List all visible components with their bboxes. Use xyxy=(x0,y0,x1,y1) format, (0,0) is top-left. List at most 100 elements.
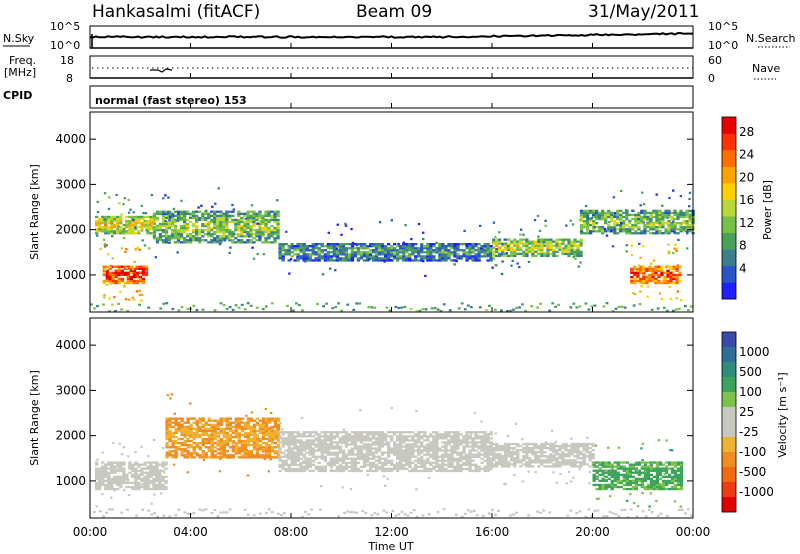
echo-cell xyxy=(210,239,214,242)
echo-cell xyxy=(213,220,217,224)
echo-cell xyxy=(422,260,425,263)
echo-cell xyxy=(666,279,670,283)
echo-cell xyxy=(362,253,367,256)
echo-cell xyxy=(198,456,202,459)
echo-cell xyxy=(528,457,532,460)
echo-cell xyxy=(558,242,562,245)
echo-cell xyxy=(228,421,232,424)
echo-cell xyxy=(542,241,545,244)
echo-cell xyxy=(95,475,99,478)
echo-cell xyxy=(213,222,217,226)
echo-cell xyxy=(399,437,403,440)
echo-cell xyxy=(460,257,463,260)
echo-cell xyxy=(362,461,367,464)
echo-cell xyxy=(447,249,451,252)
echo-cell xyxy=(299,445,303,448)
echo-cell xyxy=(688,191,692,194)
echo-cell xyxy=(637,483,641,487)
echo-cell xyxy=(287,439,291,442)
echo-cell xyxy=(110,496,113,499)
echo-cell xyxy=(174,439,178,443)
echo-cell xyxy=(672,273,676,277)
echo-cell xyxy=(441,467,445,471)
echo-cell xyxy=(438,463,442,466)
echo-cell xyxy=(189,435,193,439)
echo-cell xyxy=(261,308,265,311)
echo-cell xyxy=(338,447,342,450)
echo-cell xyxy=(528,447,532,450)
echo-cell xyxy=(276,222,280,226)
echo-cell xyxy=(468,461,472,464)
echo-cell xyxy=(651,269,655,272)
echo-cell xyxy=(652,481,657,485)
echo-cell xyxy=(552,459,556,462)
echo-cell xyxy=(213,450,217,453)
echo-cell xyxy=(222,214,226,217)
echo-cell xyxy=(604,217,608,221)
echo-cell xyxy=(222,226,226,230)
echo-cell xyxy=(140,485,144,489)
echo-cell xyxy=(504,242,508,245)
echo-cell xyxy=(276,224,280,228)
echo-cell xyxy=(249,450,254,453)
echo-cell xyxy=(625,232,629,235)
echo-cell xyxy=(152,218,157,222)
echo-cell xyxy=(592,213,596,217)
echo-cell xyxy=(314,467,318,471)
echo-cell xyxy=(308,253,312,256)
echo-cell xyxy=(258,427,263,430)
echo-cell xyxy=(320,257,324,260)
echo-cell xyxy=(207,214,211,217)
echo-cell xyxy=(143,463,147,466)
echo-cell xyxy=(201,423,205,426)
echo-cell xyxy=(649,224,653,227)
echo-cell xyxy=(465,247,469,250)
echo-cell xyxy=(207,417,211,420)
echo-cell xyxy=(549,457,553,460)
echo-cell xyxy=(252,210,256,213)
echo-cell xyxy=(648,275,652,279)
echo-cell xyxy=(267,210,271,213)
echo-cell xyxy=(447,433,451,436)
echo-cell xyxy=(402,243,406,246)
echo-cell xyxy=(459,453,463,456)
echo-cell xyxy=(543,244,547,247)
echo-cell xyxy=(591,444,595,448)
echo-cell xyxy=(134,224,138,227)
echo-cell xyxy=(299,435,303,438)
echo-cell xyxy=(432,457,436,460)
echo-cell xyxy=(474,253,478,256)
echo-cell xyxy=(631,213,635,217)
echo-cell xyxy=(165,446,169,449)
echo-cell xyxy=(95,224,99,227)
echo-cell xyxy=(278,251,282,254)
echo-cell xyxy=(555,238,559,241)
echo-cell xyxy=(308,255,312,258)
echo-cell xyxy=(578,305,582,308)
echo-cell xyxy=(540,242,544,245)
echo-cell xyxy=(631,228,635,231)
echo-cell xyxy=(562,239,565,242)
echo-cell xyxy=(207,450,211,453)
echo-cell xyxy=(237,435,241,439)
echo-cell xyxy=(116,481,120,485)
echo-cell xyxy=(249,216,253,220)
echo-cell xyxy=(104,219,108,223)
echo-cell xyxy=(234,448,238,451)
echo-cell xyxy=(455,458,458,461)
echo-cell xyxy=(240,241,244,244)
y-tick-label: 2000 xyxy=(55,223,86,237)
echo-cell xyxy=(531,248,535,251)
echo-cell xyxy=(158,481,162,485)
echo-cell xyxy=(471,247,475,250)
echo-cell xyxy=(669,265,673,268)
echo-cell xyxy=(204,442,208,445)
echo-cell xyxy=(311,455,315,458)
echo-cell xyxy=(186,429,190,433)
echo-cell xyxy=(634,483,638,487)
echo-cell xyxy=(228,237,232,240)
echo-cell xyxy=(586,213,590,217)
echo-cell xyxy=(468,435,472,438)
echo-cell xyxy=(426,255,430,258)
echo-cell xyxy=(531,459,535,462)
